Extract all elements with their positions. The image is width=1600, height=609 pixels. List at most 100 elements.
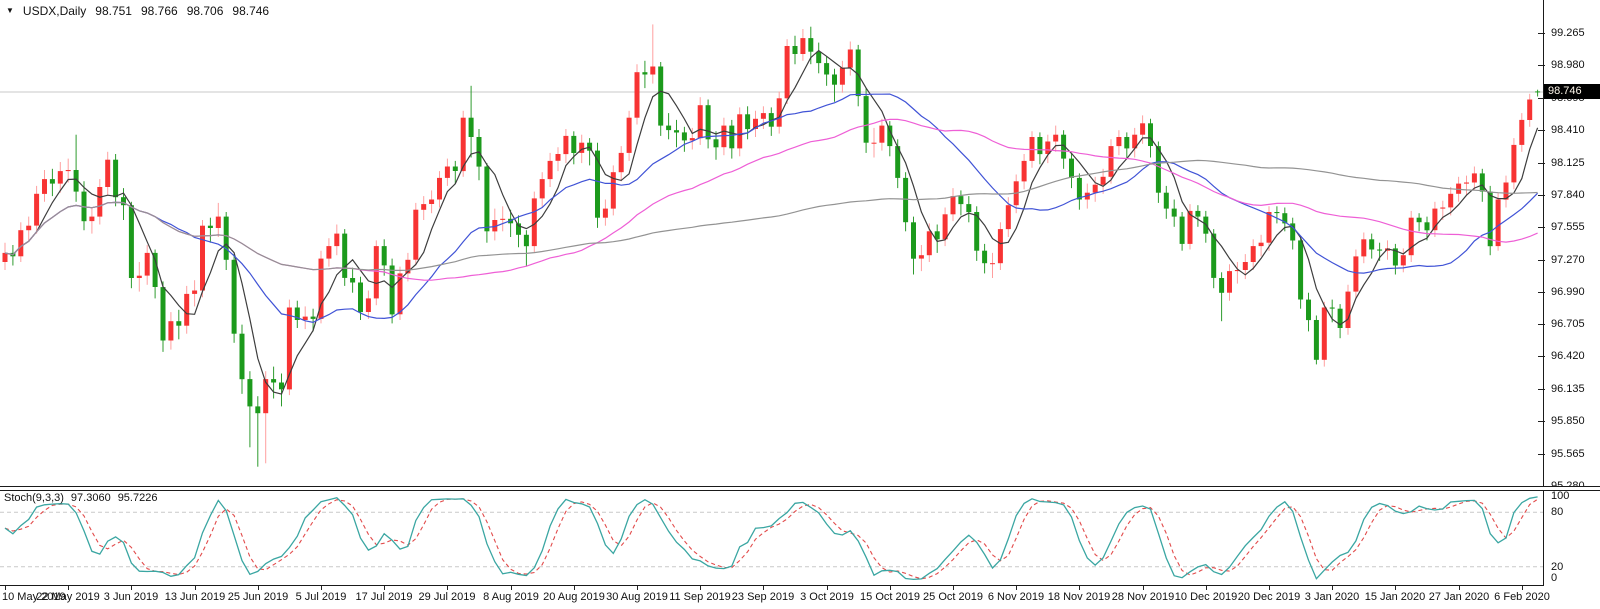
- price-tick: [1538, 195, 1545, 196]
- date-tick: [1269, 586, 1270, 590]
- main-chart[interactable]: [0, 0, 1543, 486]
- panel-splitter[interactable]: [0, 486, 1600, 491]
- price-axis-label: 95.565: [1551, 448, 1585, 460]
- date-tick: [384, 586, 385, 590]
- price-axis-label: 98.125: [1551, 157, 1585, 169]
- open-value: 98.751: [95, 4, 132, 18]
- date-tick: [1016, 586, 1017, 590]
- stoch-scale-label: 0: [1551, 572, 1558, 584]
- date-axis-label: 25 Jun 2019: [227, 591, 289, 603]
- price-tick: [1538, 130, 1545, 131]
- stoch-main-line: [4, 496, 1538, 581]
- price-axis-label: 96.135: [1551, 383, 1585, 395]
- date-tick: [890, 586, 891, 590]
- stoch-scale-label: 80: [1551, 506, 1564, 518]
- price-axis-label: 98.980: [1551, 59, 1585, 71]
- date-tick: [953, 586, 954, 590]
- indicator-label: Stoch(9,3,3) 97.3060 95.7226: [4, 492, 157, 504]
- stochastic-panel[interactable]: [0, 491, 1543, 586]
- price-axis-label: 97.555: [1551, 221, 1585, 233]
- price-tick: [1538, 421, 1545, 422]
- date-tick: [1459, 586, 1460, 590]
- date-tick: [574, 586, 575, 590]
- date-axis-label: 25 Oct 2019: [923, 591, 983, 603]
- date-axis-label: 18 Nov 2019: [1047, 591, 1111, 603]
- date-tick: [1332, 586, 1333, 590]
- date-axis-label: 5 Jul 2019: [295, 591, 347, 603]
- date-axis-label: 6 Feb 2020: [1494, 591, 1550, 603]
- date-axis-label: 29 Jul 2019: [418, 591, 476, 603]
- indicator-name: Stoch(9,3,3): [4, 492, 64, 504]
- current-price-tag: 98.746: [1544, 84, 1600, 99]
- date-axis-label: 28 Nov 2019: [1111, 591, 1175, 603]
- price-tick: [1538, 454, 1545, 455]
- stoch-scale-label: 20: [1551, 561, 1564, 573]
- price-tick: [1538, 389, 1545, 390]
- date-axis-line: [0, 585, 1543, 586]
- ma-long-line: [4, 159, 1538, 271]
- price-axis-label: 96.990: [1551, 286, 1585, 298]
- price-axis-label: 96.420: [1551, 350, 1585, 362]
- date-tick: [700, 586, 701, 590]
- date-tick: [447, 586, 448, 590]
- date-tick: [763, 586, 764, 590]
- date-axis-label: 10 Dec 2019: [1174, 591, 1238, 603]
- date-axis-label: 10 May 2019: [2, 591, 66, 603]
- date-axis-label: 15 Oct 2019: [860, 591, 920, 603]
- date-axis-label: 6 Nov 2019: [987, 591, 1045, 603]
- high-value: 98.766: [140, 4, 178, 18]
- price-axis-label: 97.270: [1551, 254, 1585, 266]
- date-axis-label: 11 Sep 2019: [669, 591, 731, 603]
- indicator-d-value: 95.7226: [117, 492, 158, 504]
- date-tick: [511, 586, 512, 590]
- price-tick: [1538, 163, 1545, 164]
- date-axis-label: 27 Jan 2020: [1428, 591, 1490, 603]
- date-tick: [131, 586, 132, 590]
- ma-fast-line: [4, 49, 1539, 395]
- indicator-k-value: 97.3060: [70, 492, 111, 504]
- date-axis-label: 8 Aug 2019: [483, 591, 539, 603]
- dropdown-triangle-icon[interactable]: ▼: [6, 6, 14, 15]
- date-tick: [1522, 586, 1523, 590]
- low-value: 98.706: [186, 4, 224, 18]
- date-axis-label: 23 Sep 2019: [731, 591, 795, 603]
- date-tick: [1079, 586, 1080, 590]
- date-tick: [1395, 586, 1396, 590]
- date-tick: [258, 586, 259, 590]
- price-tick: [1538, 292, 1545, 293]
- price-tick: [1538, 227, 1545, 228]
- current-price-value: 98.746: [1548, 85, 1582, 97]
- price-axis-label: 97.840: [1551, 189, 1585, 201]
- date-axis-label: 3 Jun 2019: [103, 591, 159, 603]
- price-axis-label: 98.410: [1551, 124, 1585, 136]
- date-axis-label: 3 Oct 2019: [800, 591, 854, 603]
- date-axis-label: 20 Aug 2019: [543, 591, 605, 603]
- date-tick: [68, 586, 69, 590]
- date-tick: [5, 586, 6, 590]
- stoch-scale-label: 100: [1551, 490, 1570, 502]
- date-axis-label: 15 Jan 2020: [1364, 591, 1426, 603]
- date-tick: [827, 586, 828, 590]
- price-tick: [1538, 65, 1545, 66]
- ma-medium-line: [4, 93, 1539, 324]
- price-tick: [1538, 33, 1545, 34]
- date-tick: [1143, 586, 1144, 590]
- date-axis-label: 20 Dec 2019: [1237, 591, 1301, 603]
- price-axis-label: 96.705: [1551, 318, 1585, 330]
- close-value: 98.746: [232, 4, 270, 18]
- price-axis-label: 99.265: [1551, 27, 1585, 39]
- date-tick: [321, 586, 322, 590]
- price-axis-line: [1543, 0, 1544, 586]
- price-tick: [1538, 324, 1545, 325]
- price-tick: [1538, 356, 1545, 357]
- date-axis-label: 3 Jan 2020: [1304, 591, 1360, 603]
- price-tick: [1538, 98, 1545, 99]
- date-tick: [637, 586, 638, 590]
- symbol-ohlc-header: ▼ USDX,Daily 98.751 98.766 98.706 98.746: [6, 4, 269, 18]
- symbol-period-label: USDX,Daily: [22, 4, 87, 18]
- date-tick: [1206, 586, 1207, 590]
- date-axis-label: 17 Jul 2019: [355, 591, 413, 603]
- price-tick: [1538, 260, 1545, 261]
- date-axis-label: 13 Jun 2019: [164, 591, 226, 603]
